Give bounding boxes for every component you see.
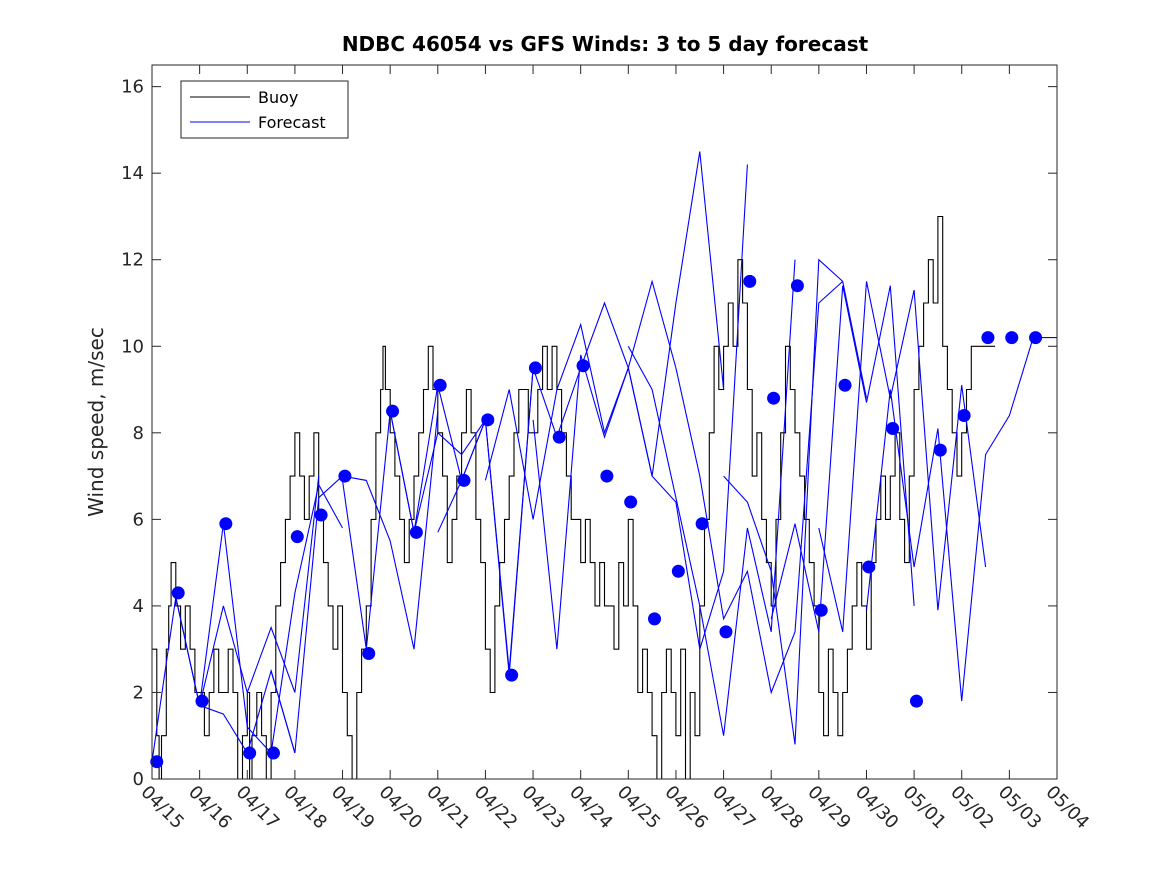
y-tick-label: 10 xyxy=(121,336,144,357)
forecast-marker xyxy=(481,413,495,427)
y-tick-label: 12 xyxy=(121,250,144,271)
forecast-marker xyxy=(386,404,400,418)
forecast-series-line xyxy=(484,279,677,520)
chart-title: NDBC 46054 vs GFS Winds: 3 to 5 day fore… xyxy=(342,32,869,56)
y-axis: 0 2 4 6 8 10 12 14 16 xyxy=(121,77,1057,790)
forecast-marker xyxy=(886,421,900,435)
forecast-marker xyxy=(362,647,376,661)
forecast-marker xyxy=(290,530,304,544)
y-tick-label: 2 xyxy=(133,682,144,703)
forecast-marker xyxy=(219,517,233,531)
legend-forecast-label: Forecast xyxy=(258,113,326,132)
y-tick-label: 0 xyxy=(133,769,144,790)
plot-frame xyxy=(151,64,1058,780)
forecast-marker xyxy=(957,409,971,423)
forecast-marker xyxy=(743,274,757,288)
forecast-marker xyxy=(695,517,709,531)
forecast-series-line xyxy=(865,337,1057,702)
forecast-series-line xyxy=(770,285,915,633)
y-axis-label: Wind speed, m/sec xyxy=(84,327,108,517)
y-tick-label: 14 xyxy=(121,163,144,184)
y-tick-label: 6 xyxy=(133,509,144,530)
forecast-marker xyxy=(576,359,590,373)
buoy-series-line xyxy=(152,215,996,779)
forecast-marker xyxy=(505,668,519,682)
forecast-marker xyxy=(933,443,947,457)
forecast-marker xyxy=(981,331,995,345)
forecast-marker xyxy=(600,469,614,483)
forecast-series-line xyxy=(627,259,796,736)
forecast-marker xyxy=(243,746,257,760)
legend-box xyxy=(180,80,349,139)
forecast-marker xyxy=(150,755,164,769)
forecast-series-line xyxy=(675,280,844,695)
forecast-marker xyxy=(719,625,733,639)
forecast-marker xyxy=(457,473,471,487)
forecast-marker xyxy=(433,378,447,392)
forecast-marker xyxy=(862,560,876,574)
forecast-marker xyxy=(552,430,566,444)
forecast-marker xyxy=(624,495,638,509)
forecast-series-line xyxy=(580,164,748,650)
forecast-marker xyxy=(409,525,423,539)
forecast-marker xyxy=(528,361,542,375)
forecast-marker xyxy=(195,694,209,708)
forecast-marker xyxy=(648,612,662,626)
y-tick-label: 4 xyxy=(133,596,144,617)
y-tick-label: 16 xyxy=(121,77,144,98)
forecast-series-line xyxy=(270,411,439,754)
forecast-series-line xyxy=(818,281,987,633)
forecast-marker xyxy=(814,603,828,617)
forecast-marker xyxy=(1005,331,1019,345)
legend-buoy-label: Buoy xyxy=(258,88,298,107)
forecast-marker xyxy=(314,508,328,522)
y-tick-label: 8 xyxy=(133,423,144,444)
forecast-marker xyxy=(171,586,185,600)
forecast-marker xyxy=(909,694,923,708)
forecast-marker xyxy=(767,391,781,405)
forecast-marker xyxy=(266,746,280,760)
forecast-marker xyxy=(1029,331,1043,345)
forecast-marker xyxy=(671,564,685,578)
legend: Buoy Forecast xyxy=(180,80,349,139)
forecast-marker xyxy=(838,378,852,392)
forecast-series-line xyxy=(723,258,868,745)
forecast-marker xyxy=(338,469,352,483)
forecast-marker xyxy=(790,279,804,293)
markers-layer xyxy=(150,274,1043,769)
